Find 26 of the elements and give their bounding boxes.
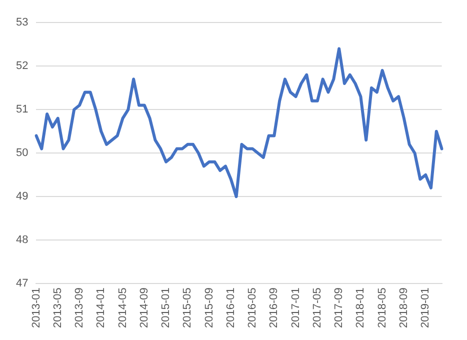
x-tick-label: 2018-09 [398, 288, 410, 328]
x-tick-label: 2016-01 [224, 288, 237, 328]
x-tick-label: 2015-05 [182, 288, 194, 328]
x-tick-label: 2017-05 [311, 288, 324, 328]
x-tick-label: 2018-01 [354, 288, 367, 328]
y-tick-label: 49 [16, 190, 28, 203]
x-tick-label: 2013-05 [52, 288, 64, 328]
y-tick-label: 47 [16, 278, 28, 290]
x-tick-label: 2015-01 [160, 288, 172, 328]
x-tick-label: 2014-09 [138, 288, 150, 328]
y-tick-label: 53 [16, 16, 28, 29]
y-tick-label: 52 [16, 60, 28, 72]
y-tick-label: 51 [16, 104, 28, 116]
x-tick-label: 2014-05 [116, 288, 129, 328]
x-tick-label: 2015-09 [203, 288, 216, 328]
x-tick-label: 2018-05 [376, 288, 388, 328]
x-tick-label: 2019-01 [420, 288, 432, 328]
y-tick-label: 48 [16, 234, 28, 246]
x-tick-label: 2017-09 [333, 288, 346, 328]
y-tick-label: 50 [16, 147, 28, 160]
x-tick-label: 2016-05 [246, 288, 259, 328]
x-tick-label: 2014-01 [95, 288, 108, 328]
x-tick-label: 2013-01 [30, 288, 42, 328]
x-tick-label: 2016-09 [268, 288, 280, 328]
x-tick-label: 2017-01 [290, 288, 302, 328]
x-tick-label: 2013-09 [74, 288, 86, 328]
